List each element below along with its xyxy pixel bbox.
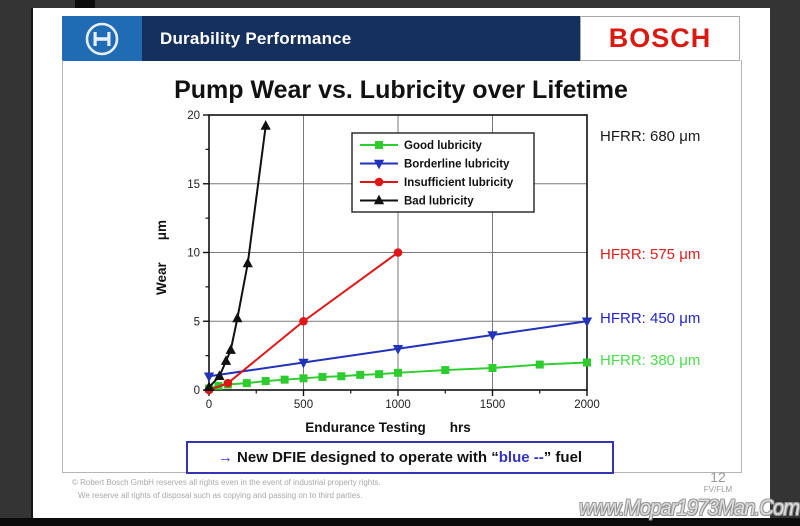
svg-text:0: 0	[206, 399, 212, 411]
svg-text:1500: 1500	[480, 399, 506, 411]
slide-header: Durability Performance BOSCH	[62, 16, 740, 61]
hfrr-label-380: HFRR: 380 μm	[600, 352, 701, 369]
header-title: Durability Performance	[160, 28, 352, 48]
arrow-right-icon: →	[217, 449, 233, 466]
copyright-line-1: © Robert Bosch GmbH reserves all rights …	[72, 478, 381, 487]
svg-text:20: 20	[187, 110, 200, 122]
svg-text:Bad lubricity: Bad lubricity	[404, 196, 474, 208]
viewer-top-notch	[75, 0, 95, 9]
copyright-line-2: We reserve all rights of disposal such a…	[78, 491, 363, 500]
svg-text:1000: 1000	[385, 399, 411, 411]
svg-text:5: 5	[194, 316, 200, 328]
viewer-bottom-bar	[0, 518, 800, 526]
wear-lubricity-chart: 0 500 1000 1500 2000 0 5 10 15 20 Endurance Testin…	[154, 110, 600, 435]
brand-box: BOSCH	[580, 16, 740, 61]
svg-text:Good lubricity: Good lubricity	[404, 140, 483, 152]
banner-text-prefix: New DFIE designed to operate with “	[232, 449, 499, 466]
svg-text:10: 10	[187, 248, 200, 260]
hfrr-label-450: HFRR: 450 μm	[600, 310, 701, 327]
callout-banner: → New DFIE designed to operate with “blu…	[186, 441, 614, 474]
brand-wordmark: BOSCH	[608, 23, 712, 53]
svg-text:Insufficient lubricity: Insufficient lubricity	[404, 177, 514, 189]
page-number: 12	[710, 469, 726, 485]
svg-text:Borderline lubricity: Borderline lubricity	[404, 159, 510, 171]
slide-page: Durability Performance BOSCH Pump Wear v…	[31, 8, 770, 518]
svg-text:2000: 2000	[574, 399, 600, 411]
bosch-logo-box	[62, 16, 142, 61]
banner-text-suffix: ” fuel	[543, 449, 583, 466]
header-title-bar: Durability Performance	[142, 16, 580, 61]
hfrr-label-575: HFRR: 575 μm	[600, 246, 701, 263]
svg-text:0: 0	[194, 385, 200, 397]
svg-text:500: 500	[294, 399, 313, 411]
svg-text:Wearμm: Wearμm	[154, 220, 169, 295]
hfrr-label-680: HFRR: 680 μm	[600, 128, 701, 145]
bosch-armature-icon	[85, 22, 119, 55]
svg-text:15: 15	[187, 179, 200, 191]
site-watermark: www.Mopar1973Man.Com	[578, 495, 800, 520]
slide-title: Pump Wear vs. Lubricity over Lifetime	[174, 76, 628, 104]
banner-text-highlight: blue --	[498, 449, 544, 466]
department-code: FV/FLM	[703, 485, 733, 494]
